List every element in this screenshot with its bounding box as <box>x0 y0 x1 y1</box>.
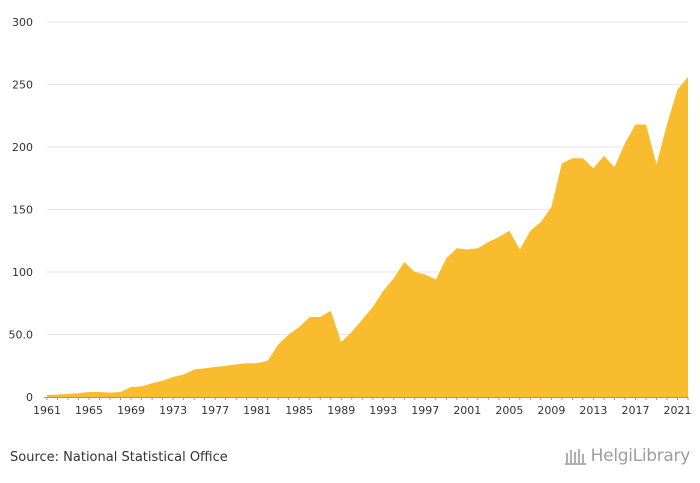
x-axis-labels: 1961 1965 1969 1973 1977 1981 1985 1989 1993 1997… <box>33 404 691 417</box>
y-tick-label: 50.0 <box>9 329 34 342</box>
y-axis-labels: 0 50.0 100 150 200 250 300 <box>9 16 34 404</box>
library-logo-icon <box>564 449 586 465</box>
source-note: Source: National Statistical Office <box>10 450 228 465</box>
x-tick-label: 1997 <box>411 404 439 417</box>
y-tick-label: 200 <box>12 141 33 154</box>
x-tick-label: 2009 <box>537 404 565 417</box>
x-tick-label: 1993 <box>369 404 397 417</box>
x-tick-label: 2021 <box>663 404 691 417</box>
x-tick-label: 2005 <box>495 404 523 417</box>
area-chart: 0 50.0 100 150 200 250 300 1961 1965 1969 1973 197… <box>9 16 692 417</box>
y-tick-label: 300 <box>12 16 33 29</box>
x-tick-label: 1961 <box>33 404 61 417</box>
brand-logo[interactable]: HelgiLibrary <box>564 446 691 466</box>
x-tick-label: 1989 <box>327 404 355 417</box>
x-tick-label: 2017 <box>621 404 649 417</box>
x-tick-label: 1981 <box>243 404 271 417</box>
x-tick-label: 1969 <box>117 404 145 417</box>
y-tick-label: 100 <box>12 266 33 279</box>
x-tick-label: 1977 <box>201 404 229 417</box>
x-tick-label: 1973 <box>159 404 187 417</box>
x-tick-label: 2013 <box>579 404 607 417</box>
x-tick-label: 1965 <box>75 404 103 417</box>
area-series <box>47 77 688 397</box>
brand-name: HelgiLibrary <box>590 446 691 466</box>
x-tick-label: 2001 <box>453 404 481 417</box>
y-tick-label: 250 <box>12 79 33 92</box>
x-tick-label: 1985 <box>285 404 313 417</box>
y-tick-label: 150 <box>12 204 33 217</box>
area-layer <box>47 77 688 397</box>
y-tick-label: 0 <box>26 391 33 404</box>
axes <box>44 397 689 400</box>
